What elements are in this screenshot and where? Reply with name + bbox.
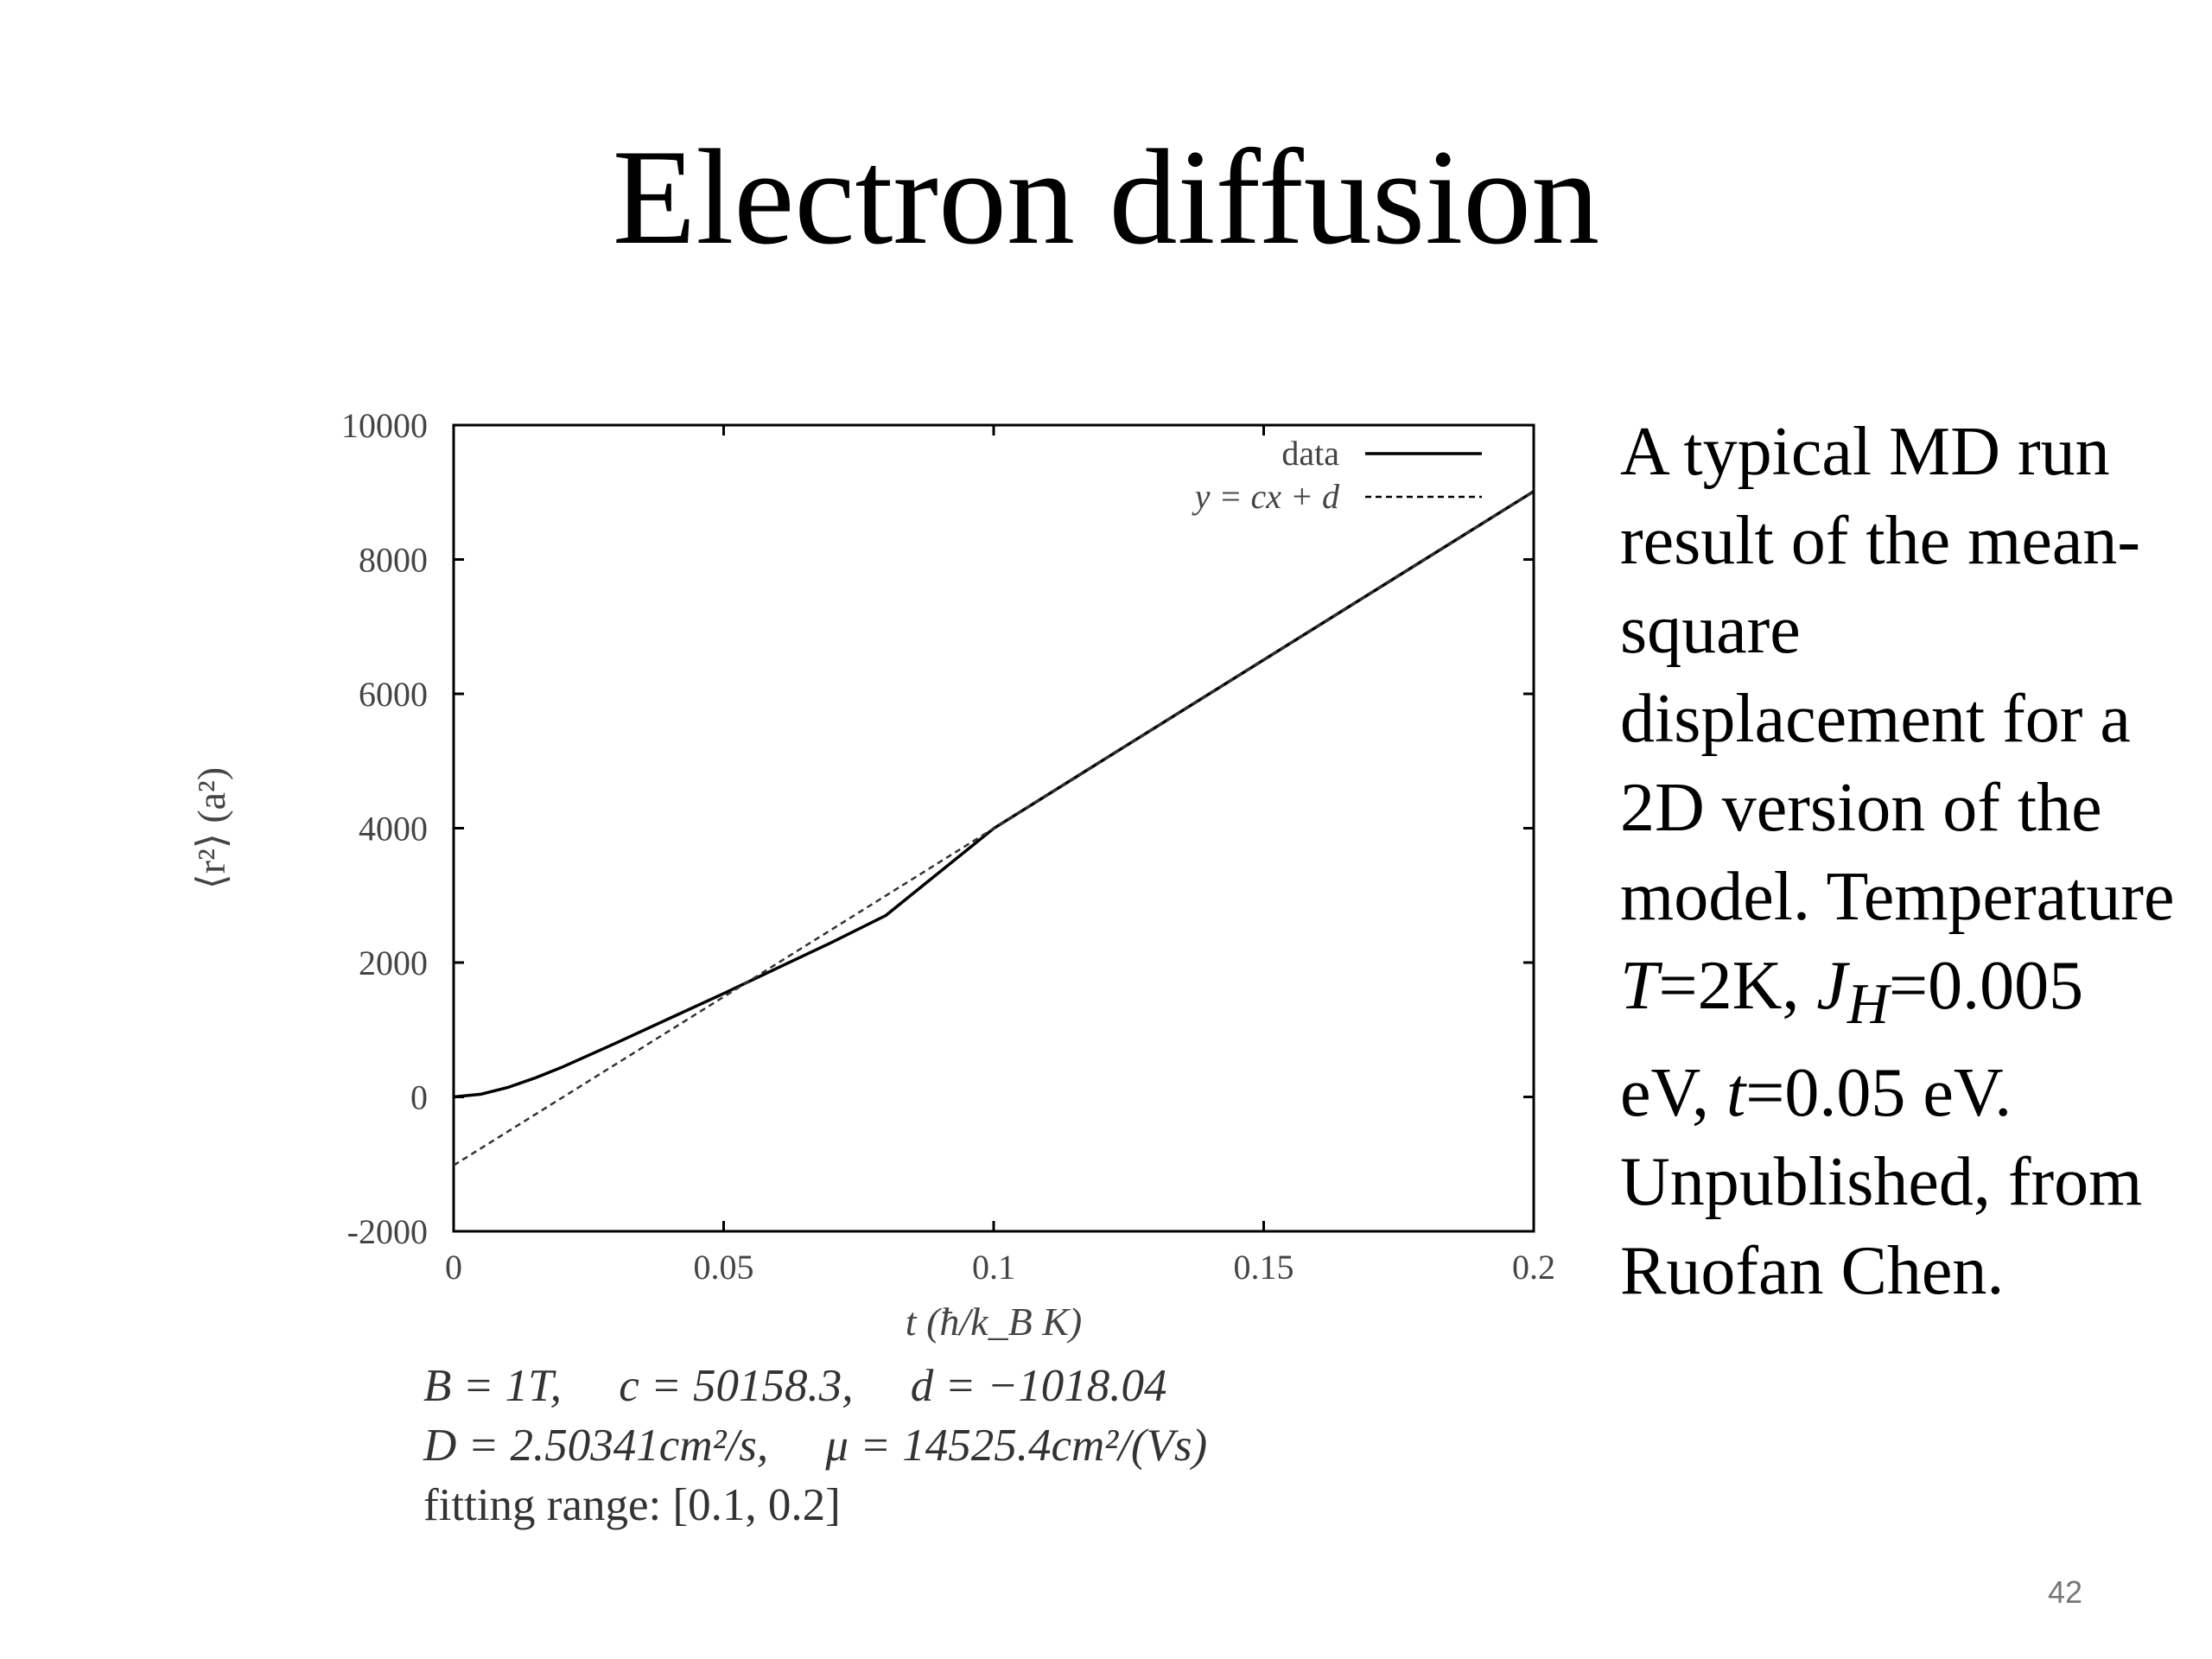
caption-line-2: D = 2.50341cm²/s, μ = 14525.4cm²/(Vs) <box>423 1416 1207 1476</box>
desc-text-3: =0.005 eV, <box>1620 948 2084 1131</box>
x-axis-label: t (ħ/k_B K) <box>906 1300 1082 1344</box>
caption-D: D = 2.50341cm²/s, <box>423 1421 769 1471</box>
caption-mu: μ = 14525.4cm²/(Vs) <box>825 1421 1208 1471</box>
desc-text-4: =0.05 eV. Unpublished, from Ruofan Chen. <box>1620 1055 2143 1309</box>
x-tick-label: 0.05 <box>694 1248 754 1287</box>
legend-label-1: data <box>1281 434 1339 473</box>
desc-text-1: A typical MD run result of the mean-squa… <box>1620 414 2175 935</box>
y-tick-label: 4000 <box>359 810 428 849</box>
y-axis-label: ⟨r²⟩ (a²) <box>189 767 233 889</box>
caption-line-3: fitting range: [0.1, 0.2] <box>423 1480 841 1530</box>
desc-H: H <box>1847 973 1890 1036</box>
x-tick-label: 0.1 <box>972 1248 1015 1287</box>
slide-description: A typical MD run result of the mean-squa… <box>1620 408 2182 1316</box>
y-tick-label: 8000 <box>359 541 428 580</box>
fit-line <box>453 490 1535 1166</box>
x-tick-label: 0.15 <box>1234 1248 1294 1287</box>
slide-title: Electron diffusion <box>612 122 1600 273</box>
desc-t: t <box>1726 1055 1746 1131</box>
caption-B: B = 1T, <box>423 1361 562 1411</box>
desc-T: T <box>1620 948 1659 1024</box>
legend-label-2: y = cx + d <box>1192 477 1340 516</box>
y-tick-label: 0 <box>410 1078 428 1117</box>
msd-chart: 0 0.05 0.1 0.15 0.2 -2000 0 2000 4000 6000 8000 100… <box>189 406 1555 1344</box>
desc-J: J <box>1816 948 1847 1024</box>
y-tick-label: -2000 <box>347 1212 428 1251</box>
y-tick-label: 6000 <box>359 675 428 714</box>
desc-text-2: =2K, <box>1658 948 1817 1024</box>
y-tick-label: 10000 <box>341 406 428 445</box>
x-tick-label: 0.2 <box>1512 1248 1555 1287</box>
page-number: 42 <box>2048 1574 2083 1610</box>
x-tick-label: 0 <box>445 1248 462 1287</box>
caption-line-1: B = 1T, c = 50158.3, d = −1018.04 <box>423 1357 1207 1416</box>
fit-parameters: B = 1T, c = 50158.3, d = −1018.04 D = 2.… <box>423 1357 1207 1535</box>
data-line <box>453 490 1535 1099</box>
caption-c: c = 50158.3, <box>619 1361 854 1411</box>
y-tick-label: 2000 <box>359 944 428 982</box>
caption-d: d = −1018.04 <box>910 1361 1167 1411</box>
